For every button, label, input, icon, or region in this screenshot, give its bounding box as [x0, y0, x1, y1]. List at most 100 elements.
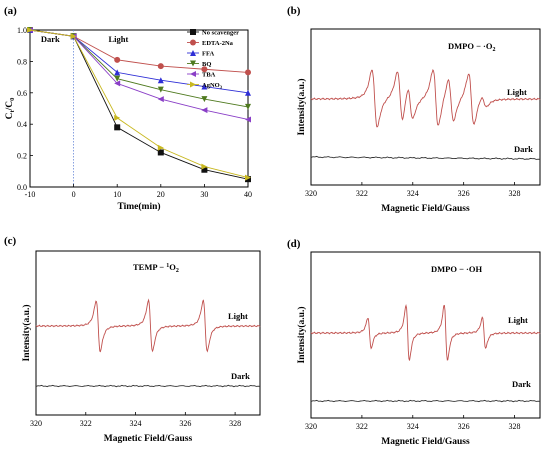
- panel-b: (b) 320 322 324 326 328 Magnetic Field/Gauss In…: [287, 5, 541, 214]
- data-point: [245, 174, 251, 181]
- data-point: [157, 96, 164, 103]
- x-tick-label: 326: [458, 422, 470, 431]
- panel-title: DMPO − ·O2: [448, 41, 496, 53]
- y-tick-label: 0.8: [17, 57, 27, 66]
- light-spectrum: [310, 68, 541, 128]
- panel-title: DMPO − ·OH: [431, 264, 483, 274]
- x-axis-label: Magnetic Field/Gauss: [104, 434, 193, 444]
- data-point: [245, 89, 251, 96]
- x-tick-label: 0: [72, 190, 76, 199]
- legend-entry-name: AgNO: [202, 82, 220, 89]
- panel-title-text: DMPO − ·OH: [431, 264, 483, 274]
- series-label-light: Light: [507, 87, 527, 97]
- x-tick-label: -10: [25, 190, 36, 199]
- y-tick-label: 0.6: [17, 89, 27, 98]
- y-axis-label-main: C: [5, 112, 15, 119]
- series-label-light: Light: [228, 311, 248, 321]
- series-0: [27, 27, 251, 183]
- legend-entry: EDTA-2Na: [202, 40, 234, 47]
- plot-frame: [310, 251, 541, 419]
- series-5: [27, 27, 251, 181]
- dark-spectrum: [310, 155, 541, 160]
- x-tick-label: 320: [305, 189, 317, 198]
- plot-frame: [35, 250, 261, 416]
- data-point: [27, 27, 33, 33]
- x-tick-label: 322: [356, 422, 368, 431]
- x-tick-label: 10: [113, 190, 121, 199]
- panel-label: (d): [287, 238, 301, 250]
- data-point: [190, 60, 196, 67]
- series-line: [29, 29, 249, 180]
- y-tick-label: 0.0: [17, 183, 27, 192]
- x-tick-label: 320: [30, 419, 42, 428]
- data-point: [114, 80, 121, 87]
- series-line: [29, 29, 249, 179]
- data-point: [190, 81, 196, 88]
- x-tick-label: 322: [356, 189, 368, 198]
- data-point: [201, 96, 208, 103]
- legend-entry-name: TBA: [202, 72, 216, 79]
- panel-label: (c): [4, 235, 17, 247]
- panel-title: TEMP − 1O2: [133, 262, 179, 274]
- panel-d: (d) 320 322 324 326 328 Magnetic Field/Gauss In…: [287, 238, 541, 447]
- y-axis-label: Ct/C0: [5, 98, 16, 120]
- x-tick-label: 328: [509, 422, 521, 431]
- x-axis-label: Magnetic Field/Gauss: [381, 437, 470, 447]
- panel-title-text: DMPO − ·O: [448, 41, 493, 51]
- y-tick-label: 0.2: [17, 152, 27, 161]
- panel-title-text: TEMP −: [133, 262, 166, 272]
- legend-entry: BQ: [202, 61, 211, 68]
- y-axis-label-mid: /C: [5, 101, 15, 112]
- plot-frame: [29, 29, 249, 188]
- x-tick-label: 324: [130, 419, 142, 428]
- legend-entry: FFA: [202, 51, 214, 58]
- panel-title-sup: 1: [166, 263, 169, 269]
- data-point: [157, 86, 164, 93]
- dark-spectrum: [35, 384, 261, 388]
- y-axis-label: Intensity(a.u.): [21, 304, 32, 361]
- panel-label-a: (a): [4, 5, 17, 17]
- data-point: [190, 50, 196, 56]
- legend-entry-sub: 3: [220, 85, 223, 90]
- x-axis-label: Time(min): [117, 201, 160, 212]
- data-point: [245, 176, 251, 183]
- y-axis-label-sub: t: [9, 110, 16, 113]
- y-axis-label: Intensity(a.u.): [296, 306, 307, 363]
- series-label-dark: Dark: [231, 371, 250, 381]
- series-label-dark: Dark: [512, 379, 531, 389]
- series-label-light: Light: [508, 315, 528, 325]
- data-point: [201, 163, 208, 170]
- x-tick-label: 326: [458, 189, 470, 198]
- data-point: [190, 29, 196, 35]
- x-tick-label: 40: [244, 190, 252, 199]
- panel-title-sub: 2: [493, 47, 496, 53]
- data-point: [114, 114, 121, 121]
- data-point: [245, 116, 251, 123]
- x-tick-label: 320: [305, 422, 317, 431]
- legend-entry-name: FFA: [202, 51, 214, 58]
- data-point: [114, 75, 121, 82]
- panel-title-tail: O: [169, 262, 176, 272]
- legend-entry: AgNO3: [202, 82, 223, 90]
- legend-entry-name: BQ: [202, 61, 211, 68]
- data-point: [114, 124, 121, 131]
- plot-frame: [310, 28, 541, 186]
- data-point: [190, 39, 196, 46]
- x-tick-label: 324: [407, 189, 419, 198]
- data-point: [190, 71, 196, 77]
- data-point: [114, 56, 121, 63]
- y-axis-label-sub: 0: [9, 98, 16, 101]
- data-point: [157, 77, 164, 84]
- data-point: [114, 69, 121, 76]
- series-label-dark: Dark: [514, 144, 533, 154]
- data-point: [201, 166, 208, 173]
- legend-entry: TBA: [202, 72, 216, 79]
- panel-c: (c) 320 322 324 326 328 Magnetic Field/Gauss In…: [4, 235, 261, 444]
- panel-title-sub: 2: [176, 268, 179, 274]
- data-point: [245, 103, 251, 110]
- panel-label: (b): [287, 5, 301, 17]
- data-point: [201, 66, 208, 73]
- region-label-dark: Dark: [41, 34, 60, 44]
- data-point: [157, 63, 164, 70]
